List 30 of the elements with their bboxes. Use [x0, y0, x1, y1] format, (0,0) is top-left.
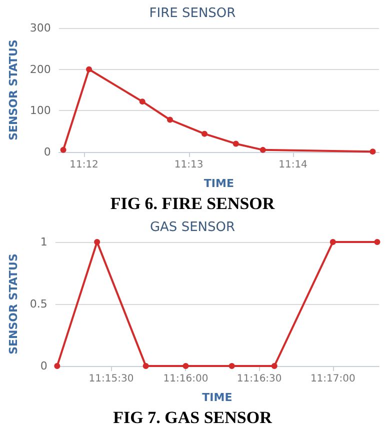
x-tick-label: 11:16:00 — [163, 374, 208, 384]
chart-title: GAS SENSOR — [150, 220, 236, 235]
caption: FIG 7. GAS SENSOR — [112, 408, 273, 428]
x-tick-label: 11:14 — [278, 160, 308, 170]
point — [139, 98, 146, 105]
x-tick-label: 11:15:30 — [88, 374, 134, 384]
y-tick-label: 100 — [30, 104, 51, 118]
y-tick-label: 0 — [44, 146, 51, 158]
y-tick-label: 1 — [40, 236, 48, 248]
y-tick-label: 200 — [30, 62, 51, 76]
point — [370, 148, 376, 155]
point — [166, 116, 173, 123]
point — [86, 66, 92, 72]
x-tick-label: 11:13 — [174, 160, 204, 170]
chart-title: FIRE SENSOR — [149, 6, 236, 21]
point — [232, 140, 239, 147]
x-axis-title: TIME — [202, 391, 232, 404]
y-axis-title: SENSOR STATUS — [7, 254, 20, 354]
x-tick-label: 11:16:30 — [236, 374, 282, 384]
y-tick-label: 300 — [30, 22, 51, 34]
x-tick-label: 11:12 — [70, 160, 98, 170]
y-tick-label: 0 — [40, 360, 48, 372]
caption: FIG 6. FIRE SENSOR — [109, 194, 276, 214]
point — [260, 146, 266, 153]
x-tick-label: 11:17:00 — [310, 374, 356, 384]
y-axis-title: SENSOR STATUS — [7, 40, 20, 140]
y-tick-label: 0.5 — [30, 298, 48, 310]
point — [60, 146, 66, 153]
point — [202, 130, 208, 137]
x-axis-title: TIME — [204, 177, 234, 190]
